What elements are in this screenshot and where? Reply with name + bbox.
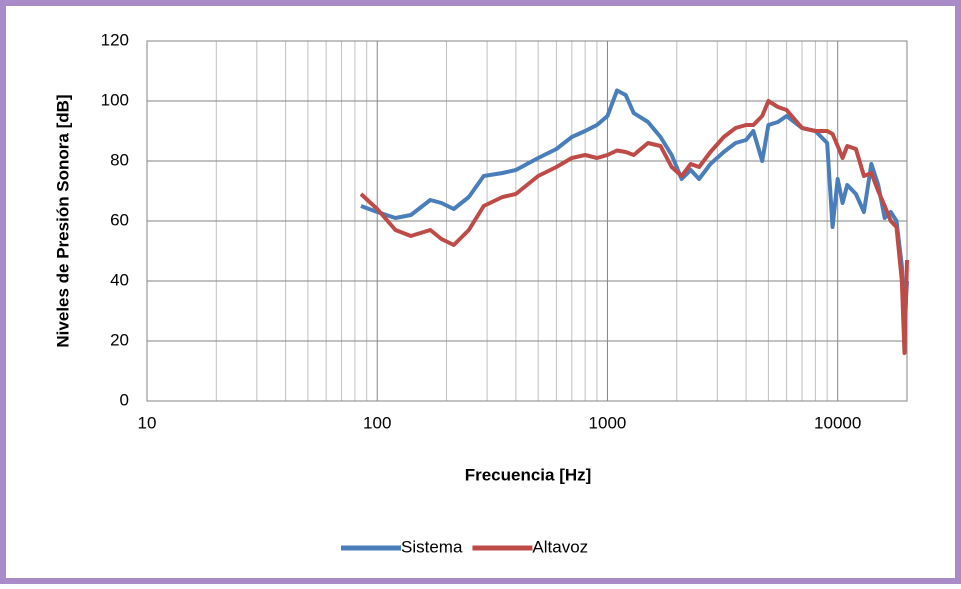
series-line (359, 99, 909, 355)
legend-label: Sistema (401, 537, 463, 556)
y-tick-label: 80 (110, 150, 129, 169)
x-tick-label: 10 (138, 413, 157, 432)
y-tick-label: 120 (101, 30, 129, 49)
y-axis-title: Niveles de Presión Sonora [dB] (53, 94, 72, 347)
y-tick-label: 0 (120, 390, 129, 409)
y-tick-label: 20 (110, 330, 129, 349)
y-tick-label: 40 (110, 270, 129, 289)
x-axis-title: Frecuencia [Hz] (465, 465, 592, 484)
x-tick-label: 100 (363, 413, 391, 432)
series-line (360, 88, 909, 328)
y-tick-label: 100 (101, 90, 129, 109)
x-tick-label: 10000 (814, 413, 861, 432)
y-tick-label: 60 (110, 210, 129, 229)
legend-label: Altavoz (532, 537, 588, 556)
x-tick-label: 1000 (589, 413, 627, 432)
